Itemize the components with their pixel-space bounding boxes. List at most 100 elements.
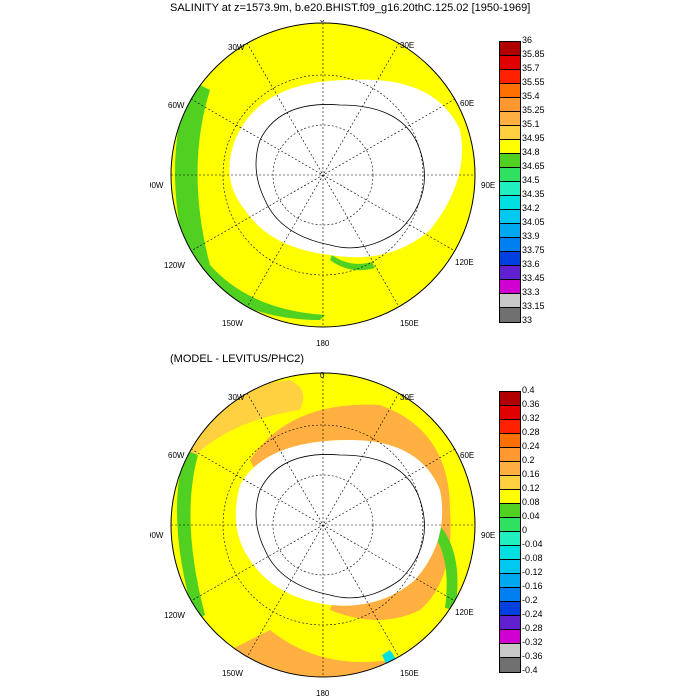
lon-label: 150E bbox=[400, 319, 419, 328]
colorbar-swatch bbox=[500, 560, 520, 574]
colorbar-swatch bbox=[500, 448, 520, 462]
colorbar-label: 0.2 bbox=[522, 455, 535, 465]
colorbar-swatch bbox=[500, 126, 520, 140]
colorbar-label: -0.24 bbox=[522, 609, 543, 619]
lon-label: 90E bbox=[481, 531, 495, 540]
colorbar-label: 33.9 bbox=[522, 231, 540, 241]
colorbar-label: 0.08 bbox=[522, 497, 540, 507]
colorbar-swatch bbox=[500, 392, 520, 406]
colorbar-label: 33 bbox=[522, 315, 533, 325]
lon-label: 90W bbox=[150, 531, 164, 540]
colorbar-label: 0.12 bbox=[522, 483, 540, 493]
colorbar-swatch bbox=[500, 294, 520, 308]
colorbar-swatch bbox=[500, 112, 520, 126]
lon-label: 150E bbox=[400, 669, 419, 678]
colorbar-label: 35.55 bbox=[522, 77, 545, 87]
colorbar-swatch bbox=[500, 154, 520, 168]
lon-label: 120E bbox=[455, 258, 474, 267]
colorbar-swatch bbox=[500, 602, 520, 616]
colorbar-label: 34.5 bbox=[522, 175, 540, 185]
lon-label: 0 bbox=[320, 371, 325, 380]
colorbar-swatch bbox=[500, 140, 520, 154]
colorbar-swatch bbox=[500, 616, 520, 630]
colorbar-swatch bbox=[500, 532, 520, 546]
colorbar-label: 0 bbox=[522, 525, 528, 535]
colorbar-label: -0.16 bbox=[522, 581, 543, 591]
colorbar-label: -0.08 bbox=[522, 553, 543, 563]
colorbar-swatch bbox=[500, 518, 520, 532]
lon-label: 120W bbox=[164, 611, 185, 620]
colorbar-label: 0.4 bbox=[522, 385, 535, 395]
lon-label: 150W bbox=[222, 669, 243, 678]
colorbar-label: 36 bbox=[522, 35, 533, 45]
colorbar-label: 0.36 bbox=[522, 399, 540, 409]
colorbar-label: 35.4 bbox=[522, 91, 540, 101]
colorbar-label: 0.16 bbox=[522, 469, 540, 479]
colorbar-label: 34.95 bbox=[522, 133, 545, 143]
lon-label: 60W bbox=[168, 101, 185, 110]
lon-label: 30W bbox=[228, 43, 245, 52]
salinity-colorbar bbox=[499, 41, 521, 323]
colorbar-swatch bbox=[500, 574, 520, 588]
colorbar-swatch bbox=[500, 308, 520, 322]
colorbar-label: 34.65 bbox=[522, 161, 545, 171]
lon-label: 60W bbox=[168, 451, 185, 460]
colorbar-swatch bbox=[500, 280, 520, 294]
colorbar-swatch bbox=[500, 546, 520, 560]
lon-label: 60E bbox=[460, 99, 474, 108]
lon-label: 120W bbox=[164, 261, 185, 270]
colorbar-swatch bbox=[500, 588, 520, 602]
colorbar-label: 34.8 bbox=[522, 147, 540, 157]
colorbar-swatch bbox=[500, 238, 520, 252]
colorbar-label: 33.75 bbox=[522, 245, 545, 255]
colorbar-label: 35.85 bbox=[522, 49, 545, 59]
colorbar-label: 35.1 bbox=[522, 119, 540, 129]
lon-label: 0 bbox=[320, 20, 325, 24]
colorbar-label: 0.32 bbox=[522, 413, 540, 423]
colorbar-label: 33.45 bbox=[522, 273, 545, 283]
colorbar-label: -0.2 bbox=[522, 595, 538, 605]
colorbar-label: -0.4 bbox=[522, 665, 538, 675]
colorbar-swatch bbox=[500, 224, 520, 238]
colorbar-label: 0.04 bbox=[522, 511, 540, 521]
colorbar-label: 34.05 bbox=[522, 217, 545, 227]
plot-title: SALINITY at z=1573.9m, b.e20.BHIST.f09_g… bbox=[170, 2, 531, 14]
colorbar-label: -0.36 bbox=[522, 651, 543, 661]
colorbar-swatch bbox=[500, 182, 520, 196]
colorbar-swatch bbox=[500, 196, 520, 210]
colorbar-swatch bbox=[500, 658, 520, 672]
colorbar-swatch bbox=[500, 420, 520, 434]
colorbar-label: 0.28 bbox=[522, 427, 540, 437]
colorbar-swatch bbox=[500, 210, 520, 224]
colorbar-label: -0.12 bbox=[522, 567, 543, 577]
colorbar-label: 35.25 bbox=[522, 105, 545, 115]
colorbar-label: 33.6 bbox=[522, 259, 540, 269]
colorbar-swatch bbox=[500, 266, 520, 280]
lon-label: 120E bbox=[455, 608, 474, 617]
colorbar-label: 33.3 bbox=[522, 287, 540, 297]
lon-label: 30W bbox=[228, 393, 245, 402]
difference-polar-map: 0 30E 60E 90E 120E 150E 180 150W 120W 90… bbox=[150, 371, 495, 698]
lon-label: 180 bbox=[316, 689, 330, 698]
colorbar-swatch bbox=[500, 168, 520, 182]
colorbar-label: 33.15 bbox=[522, 301, 545, 311]
colorbar-swatch bbox=[500, 644, 520, 658]
lon-label: 60E bbox=[460, 451, 474, 460]
colorbar-swatch bbox=[500, 252, 520, 266]
colorbar-swatch bbox=[500, 462, 520, 476]
colorbar-swatch bbox=[500, 476, 520, 490]
salinity-polar-map: 0 30E 60E 90E 120E 150E 180 150W 120W 90… bbox=[150, 20, 495, 348]
colorbar-label: -0.04 bbox=[522, 539, 543, 549]
colorbar-swatch bbox=[500, 56, 520, 70]
colorbar-label: 34.35 bbox=[522, 189, 545, 199]
colorbar-label: -0.28 bbox=[522, 623, 543, 633]
lon-label: 90E bbox=[481, 181, 495, 190]
difference-title: (MODEL - LEVITUS/PHC2) bbox=[170, 353, 305, 365]
lon-label: 30E bbox=[400, 41, 414, 50]
lon-label: 180 bbox=[316, 339, 330, 348]
colorbar-label: 34.2 bbox=[522, 203, 540, 213]
colorbar-label: -0.32 bbox=[522, 637, 543, 647]
colorbar-swatch bbox=[500, 490, 520, 504]
lon-label: 30E bbox=[400, 393, 414, 402]
colorbar-swatch bbox=[500, 504, 520, 518]
